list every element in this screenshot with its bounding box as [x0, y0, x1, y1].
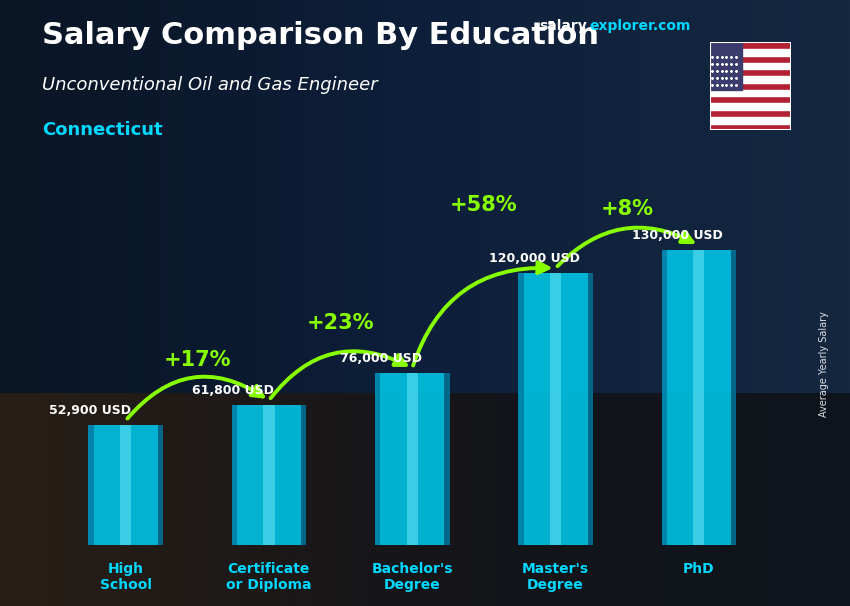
- Bar: [88, 425, 163, 545]
- Text: +8%: +8%: [601, 199, 654, 219]
- Bar: [518, 273, 592, 545]
- Bar: [587, 273, 592, 545]
- Bar: [710, 117, 791, 124]
- Bar: [710, 62, 791, 70]
- Text: Average Yearly Salary: Average Yearly Salary: [819, 311, 829, 416]
- Bar: [406, 373, 418, 545]
- Bar: [232, 405, 306, 545]
- Bar: [694, 250, 705, 545]
- Bar: [550, 273, 561, 545]
- Text: 52,900 USD: 52,900 USD: [48, 404, 131, 418]
- Bar: [264, 405, 275, 545]
- Bar: [661, 250, 667, 545]
- Bar: [120, 425, 131, 545]
- Text: Salary Comparison By Education: Salary Comparison By Education: [42, 21, 599, 50]
- Bar: [661, 250, 736, 545]
- Text: explorer.com: explorer.com: [589, 19, 690, 33]
- Bar: [710, 76, 791, 83]
- Text: 130,000 USD: 130,000 USD: [632, 229, 722, 242]
- Text: 76,000 USD: 76,000 USD: [340, 351, 422, 365]
- Bar: [710, 90, 791, 96]
- Bar: [88, 425, 94, 545]
- Text: +58%: +58%: [450, 195, 518, 215]
- Text: salary: salary: [540, 19, 587, 33]
- Text: 61,800 USD: 61,800 USD: [192, 384, 274, 397]
- Bar: [375, 373, 450, 545]
- Bar: [731, 250, 736, 545]
- Text: Unconventional Oil and Gas Engineer: Unconventional Oil and Gas Engineer: [42, 76, 378, 94]
- Text: +17%: +17%: [163, 350, 231, 370]
- Bar: [710, 42, 742, 90]
- Text: +23%: +23%: [307, 313, 374, 333]
- Bar: [445, 373, 450, 545]
- Bar: [157, 425, 163, 545]
- Bar: [301, 405, 306, 545]
- Text: 120,000 USD: 120,000 USD: [489, 251, 580, 265]
- Bar: [710, 103, 791, 110]
- Bar: [518, 273, 524, 545]
- Text: Connecticut: Connecticut: [42, 121, 163, 139]
- Bar: [710, 49, 791, 56]
- Bar: [232, 405, 237, 545]
- Bar: [375, 373, 380, 545]
